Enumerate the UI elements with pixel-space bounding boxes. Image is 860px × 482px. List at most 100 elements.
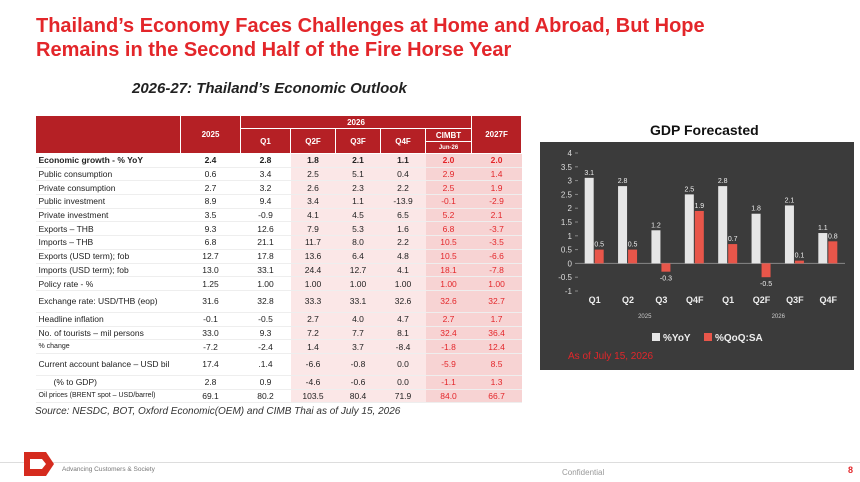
- table-row: Public consumption 0.6 3.4 2.5 5.1 0.4 2.9 1.4: [35, 167, 522, 182]
- cell: -3.5: [471, 235, 522, 250]
- bar: [584, 177, 594, 264]
- cell: 4.0: [335, 312, 381, 327]
- cell: Public investment: [35, 194, 181, 209]
- col-header: 2027F: [471, 115, 523, 154]
- cell: 0.6: [180, 167, 241, 182]
- value-label: 1.8: [751, 206, 761, 213]
- cell: 4.1: [290, 208, 336, 223]
- bar: [761, 263, 771, 278]
- y-tick-label: 0.5: [561, 246, 573, 255]
- outlook-table: 2025 2026 2027F Q1 Q2F Q3F Q4F CIMBT Jun-26 Ec…: [35, 115, 523, 404]
- cell: Private investment: [35, 208, 181, 223]
- cell: 1.4: [471, 167, 522, 182]
- value-label: -0.3: [660, 276, 672, 283]
- cell: 6.8: [425, 221, 472, 237]
- y-tick-label: 3: [568, 177, 573, 186]
- cell: 12.6: [240, 221, 291, 237]
- cell: -5.9: [425, 353, 472, 376]
- cell: 5.3: [335, 221, 381, 237]
- table-row: (% to GDP) 2.8 0.9 -4.6 -0.6 0.0 -1.1 1.3: [35, 375, 522, 390]
- cell: 8.1: [380, 326, 426, 341]
- y-tick-label: 0: [568, 259, 573, 268]
- col-header: Q3F: [335, 128, 381, 154]
- x-tick-label: Q3F: [786, 295, 804, 305]
- y-tick-label: 1.5: [561, 218, 573, 227]
- source-note: Source: NESDC, BOT, Oxford Economic(OEM)…: [35, 406, 401, 417]
- value-label: 0.5: [594, 242, 604, 249]
- bar: [751, 213, 761, 264]
- chart-title: GDP Forecasted: [650, 122, 759, 138]
- cell: 7.7: [335, 326, 381, 341]
- table-row: Exports (USD term); fob 12.7 17.8 13.6 6.4 4.…: [35, 249, 522, 264]
- cell: 2.2: [380, 235, 426, 250]
- cell: 3.4: [290, 194, 336, 209]
- cell: 32.7: [471, 290, 522, 313]
- legend-swatch: [704, 333, 712, 341]
- bar: [794, 260, 804, 264]
- table-row: Oil prices (BRENT spot – USD/barrel) 69.1…: [35, 389, 522, 404]
- cell: .1.4: [240, 353, 291, 376]
- cell: 1.00: [425, 276, 472, 291]
- x-tick-label: Q1: [722, 295, 734, 305]
- table-body: Economic growth - % YoY 2.4 2.8 1.8 2.1 1.1 2.…: [35, 153, 522, 404]
- cell: 1.00: [240, 276, 291, 291]
- cell: 3.4: [240, 167, 291, 182]
- value-label: 0.5: [628, 242, 638, 249]
- cell: 21.1: [240, 235, 291, 250]
- x-tick-label: Q4F: [686, 295, 704, 305]
- cell: 80.2: [240, 389, 291, 404]
- x-tick-label: Q2F: [753, 295, 771, 305]
- value-label: 1.1: [818, 225, 828, 232]
- cell: % change: [35, 339, 181, 354]
- cell: 6.5: [380, 208, 426, 223]
- value-label: 2.8: [718, 178, 728, 185]
- cell: 2.1: [335, 153, 381, 168]
- logo: [24, 452, 54, 476]
- cell: -0.6: [335, 375, 381, 390]
- cell: 3.2: [240, 180, 291, 196]
- tagline: Advancing Customers & Society: [62, 466, 155, 473]
- cell: 66.7: [471, 389, 522, 404]
- bar: [661, 263, 671, 272]
- value-label: 0.1: [795, 253, 805, 260]
- corner: [35, 115, 181, 154]
- cell: 18.1: [425, 263, 472, 278]
- cell: No. of tourists – mil persons: [35, 326, 181, 341]
- cell: 24.4: [290, 263, 336, 278]
- bar: [784, 205, 794, 264]
- cell: 69.1: [180, 389, 241, 404]
- col-header: Jun-26: [424, 141, 473, 154]
- cell: Exports (USD term); fob: [35, 249, 181, 264]
- col-header: CIMBT: [424, 128, 473, 142]
- cell: 6.8: [180, 235, 241, 250]
- cell: 2.7: [425, 312, 472, 327]
- cell: Imports – THB: [35, 235, 181, 250]
- cell: 1.6: [380, 221, 426, 237]
- cell: -7.8: [471, 263, 522, 278]
- cell: 84.0: [425, 389, 472, 404]
- bar: [651, 230, 661, 264]
- cell: 2.8: [180, 375, 241, 390]
- cell: -0.5: [240, 312, 291, 327]
- cell: 9.3: [240, 326, 291, 341]
- cell: 6.4: [335, 249, 381, 264]
- y-tick-label: -0.5: [558, 273, 572, 282]
- cell: 32.6: [380, 290, 426, 313]
- cell: Headline inflation: [35, 312, 181, 327]
- cell: 4.8: [380, 249, 426, 264]
- cell: -6.6: [471, 249, 522, 264]
- table-row: % change -7.2 -2.4 1.4 3.7 -8.4 -1.8 12.4: [35, 339, 522, 354]
- table-row: No. of tourists – mil persons 33.0 9.3 7.2 7…: [35, 326, 522, 341]
- value-label: 2.1: [785, 197, 795, 204]
- cell: Private consumption: [35, 180, 181, 196]
- cell: 2.1: [471, 208, 522, 223]
- cell: 1.00: [290, 276, 336, 291]
- cell: 7.2: [290, 326, 336, 341]
- cell: 1.00: [380, 276, 426, 291]
- cell: -0.8: [335, 353, 381, 376]
- cell: 33.1: [335, 290, 381, 313]
- value-label: 2.5: [684, 186, 694, 193]
- cell: -13.9: [380, 194, 426, 209]
- group-label: 2025: [638, 314, 652, 320]
- bar: [818, 233, 828, 264]
